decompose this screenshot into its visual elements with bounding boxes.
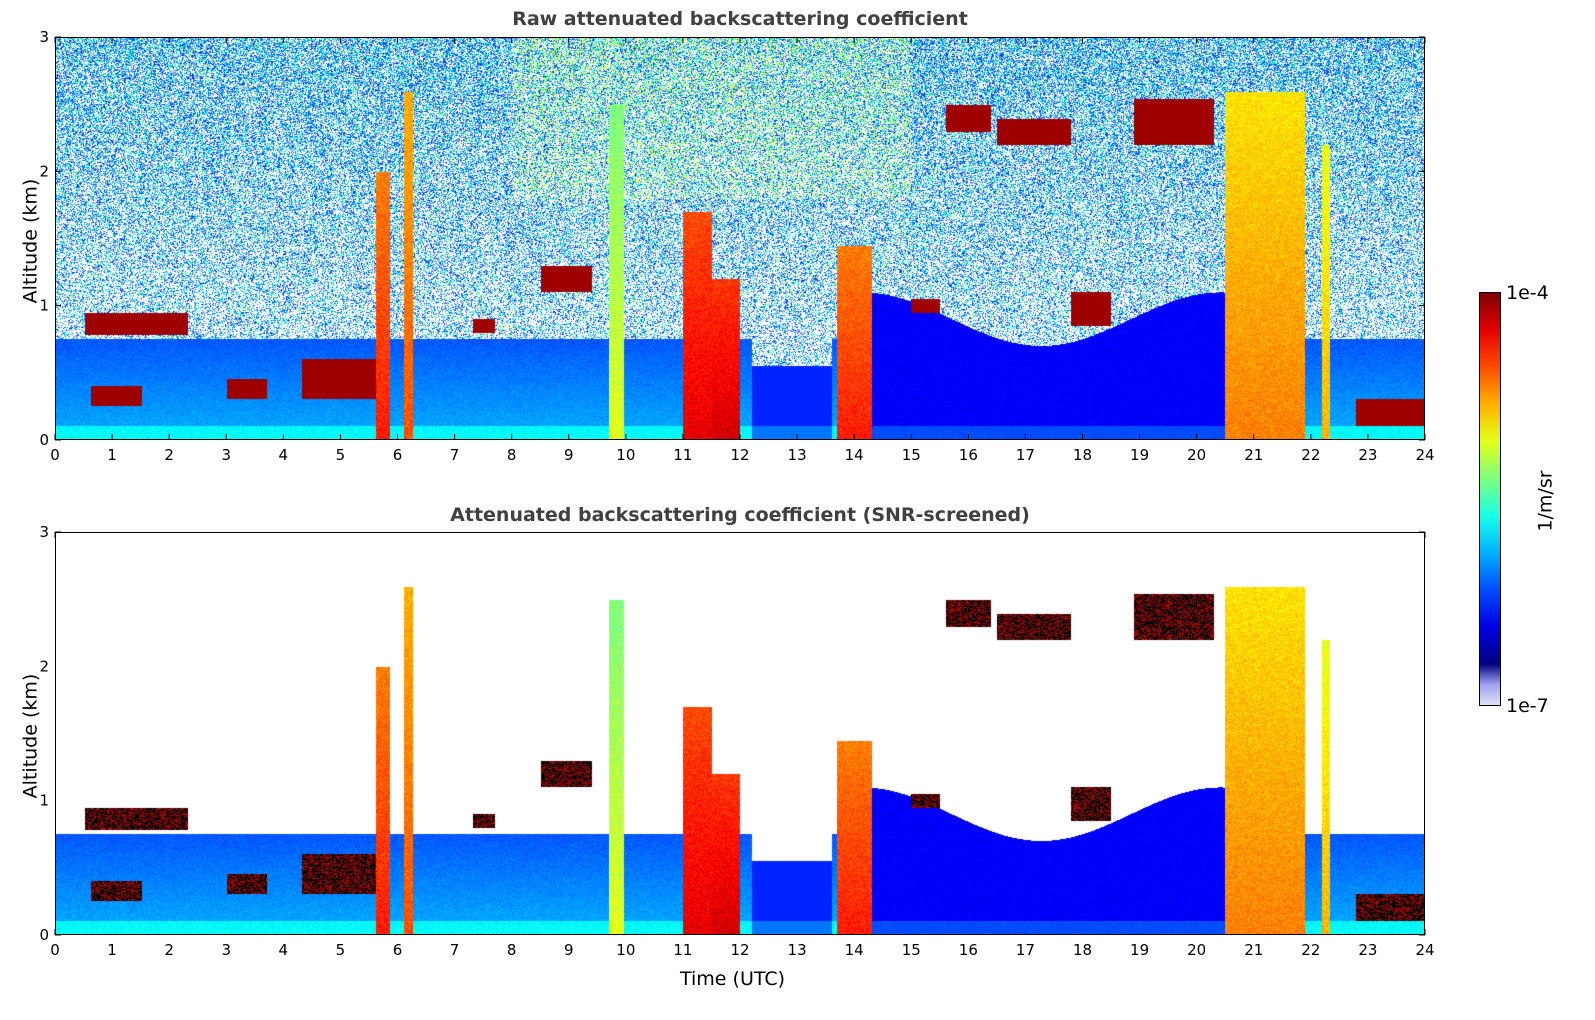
x-tick-label: 20 bbox=[1187, 941, 1206, 959]
x-tick-label: 15 bbox=[902, 941, 921, 959]
x-tick-label: 1 bbox=[107, 446, 117, 464]
x-tick-label: 21 bbox=[1244, 446, 1263, 464]
x-tick-label: 7 bbox=[450, 446, 460, 464]
x-tick-label: 23 bbox=[1358, 941, 1377, 959]
panel1-heatmap bbox=[55, 37, 1425, 440]
x-tick-label: 21 bbox=[1244, 941, 1263, 959]
x-tick-label: 0 bbox=[50, 446, 60, 464]
x-tick-label: 5 bbox=[336, 941, 346, 959]
x-tick-label: 3 bbox=[221, 446, 231, 464]
x-tick-label: 7 bbox=[450, 941, 460, 959]
y-tick-label: 2 bbox=[39, 657, 49, 675]
panel1-title: Raw attenuated backscattering coefficien… bbox=[512, 8, 968, 30]
x-tick-label: 4 bbox=[279, 446, 289, 464]
x-tick-label: 23 bbox=[1358, 446, 1377, 464]
x-tick-label: 24 bbox=[1415, 446, 1434, 464]
x-tick-label: 14 bbox=[845, 941, 864, 959]
x-tick-label: 8 bbox=[507, 446, 517, 464]
x-tick-label: 18 bbox=[1073, 446, 1092, 464]
y-tick-label: 3 bbox=[39, 523, 49, 541]
x-tick-label: 9 bbox=[564, 941, 574, 959]
x-tick-label: 11 bbox=[673, 446, 692, 464]
x-tick-label: 22 bbox=[1301, 446, 1320, 464]
x-tick-label: 10 bbox=[616, 941, 635, 959]
colorbar-unit-label: 1/m/sr bbox=[1534, 470, 1557, 532]
x-tick-label: 17 bbox=[1016, 941, 1035, 959]
x-tick-label: 18 bbox=[1073, 941, 1092, 959]
x-tick-label: 15 bbox=[902, 446, 921, 464]
colorbar-max-label: 1e-4 bbox=[1506, 282, 1549, 304]
y-tick-label: 3 bbox=[39, 28, 49, 46]
x-tick-label: 19 bbox=[1130, 941, 1149, 959]
x-tick-label: 16 bbox=[959, 941, 978, 959]
x-tick-label: 4 bbox=[279, 941, 289, 959]
colorbar bbox=[1479, 292, 1501, 706]
colorbar-min-label: 1e-7 bbox=[1506, 695, 1549, 717]
x-tick-label: 22 bbox=[1301, 941, 1320, 959]
x-tick-label: 0 bbox=[50, 941, 60, 959]
x-tick-label: 20 bbox=[1187, 446, 1206, 464]
x-tick-label: 11 bbox=[673, 941, 692, 959]
x-tick-label: 12 bbox=[730, 446, 749, 464]
y-tick-label: 2 bbox=[39, 162, 49, 180]
panel2-ylabel: Altitude (km) bbox=[19, 673, 42, 799]
x-tick-label: 12 bbox=[730, 941, 749, 959]
x-tick-label: 9 bbox=[564, 446, 574, 464]
y-tick-label: 0 bbox=[39, 431, 49, 449]
x-tick-label: 8 bbox=[507, 941, 517, 959]
x-tick-label: 17 bbox=[1016, 446, 1035, 464]
y-tick-label: 1 bbox=[39, 792, 49, 810]
x-tick-label: 5 bbox=[336, 446, 346, 464]
x-tick-label: 13 bbox=[788, 446, 807, 464]
x-tick-label: 1 bbox=[107, 941, 117, 959]
panel2-title: Attenuated backscattering coefficient (S… bbox=[450, 504, 1030, 526]
panel2-xlabel: Time (UTC) bbox=[680, 968, 786, 990]
y-tick-label: 1 bbox=[39, 297, 49, 315]
x-tick-label: 3 bbox=[221, 941, 231, 959]
x-tick-label: 19 bbox=[1130, 446, 1149, 464]
x-tick-label: 10 bbox=[616, 446, 635, 464]
x-tick-label: 6 bbox=[393, 941, 403, 959]
panel2-heatmap bbox=[55, 532, 1425, 935]
x-tick-label: 14 bbox=[845, 446, 864, 464]
x-tick-label: 6 bbox=[393, 446, 403, 464]
x-tick-label: 24 bbox=[1415, 941, 1434, 959]
x-tick-label: 13 bbox=[788, 941, 807, 959]
x-tick-label: 2 bbox=[164, 446, 174, 464]
x-tick-label: 16 bbox=[959, 446, 978, 464]
x-tick-label: 2 bbox=[164, 941, 174, 959]
y-tick-label: 0 bbox=[39, 926, 49, 944]
